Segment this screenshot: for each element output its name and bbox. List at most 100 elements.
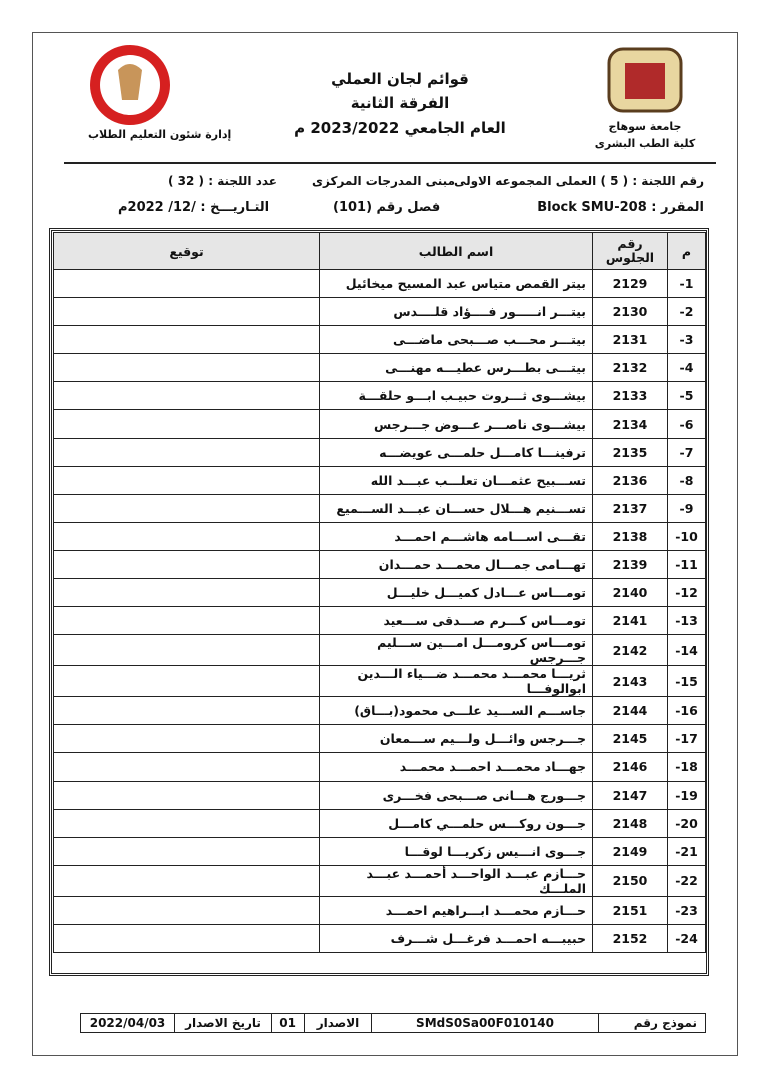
building: مبنى المدرجات المركزى	[312, 174, 456, 188]
signature	[53, 634, 320, 667]
signature	[53, 836, 320, 866]
student-name: حـــازم محمـــد ابـــراهيم احمـــد	[319, 895, 593, 925]
course: المقرر : Block SMU-208	[537, 200, 704, 215]
student-name: تهـــامى جمـــال محمـــد حمـــدان	[319, 549, 593, 580]
col-header: م	[667, 232, 706, 270]
signature	[53, 437, 320, 467]
student-row: -17 2145 جـــرجس وائـــل ولـــيم ســـمعان	[53, 724, 706, 754]
seat-number: 2139	[592, 549, 668, 580]
title: قوائم لجان العملي	[331, 70, 469, 88]
student-name: تســـبيح عثمـــان تعلـــب عبـــد الله	[319, 465, 593, 495]
student-row: -2 2130 بيتـــر انـــــور فــــؤاد قلــــد…	[53, 297, 706, 327]
row-number: -12	[667, 578, 706, 608]
row-number: -21	[667, 836, 706, 866]
student-row: -23 2151 حـــازم محمـــد ابـــراهيم احمـــ…	[53, 895, 706, 925]
student-row: -12 2140 تومـــاس عـــادل كميـــل خليـــل	[53, 578, 706, 608]
header-row: م رقم الجلوس اسم الطالب توقيع	[53, 232, 706, 270]
row-number: -15	[667, 665, 706, 698]
signature	[53, 696, 320, 726]
issue-no: 01	[271, 1014, 304, 1032]
seat-number: 2140	[592, 578, 668, 608]
department: إدارة شئون التعليم الطلاب	[88, 128, 232, 141]
seat-number: 2130	[592, 297, 668, 327]
seat-number: 2150	[592, 864, 668, 897]
seat-number: 2146	[592, 752, 668, 782]
signature	[53, 752, 320, 782]
table-border	[49, 228, 709, 976]
student-name: جاســـم الســـيد علـــى محمود(بـــاق)	[319, 696, 593, 726]
divider	[64, 162, 716, 164]
student-row: -13 2141 تومـــاس كـــرم صـــدقى ســـعيد	[53, 606, 706, 636]
row-number: -23	[667, 895, 706, 925]
row-number: -18	[667, 752, 706, 782]
student-row: -24 2152 حبيبـــه احمـــد فرغـــل شـــرف	[53, 923, 706, 953]
signature	[53, 923, 320, 953]
signature	[53, 465, 320, 495]
form-label: نموذج رقم	[598, 1014, 705, 1032]
student-row: -10 2138 تقـــى اســـامه هاشـــم احمـــد	[53, 521, 706, 551]
student-name: بيشـــوى ثـــروت حبيـب ابـــو حلقـــة	[319, 381, 593, 411]
col-header: اسم الطالب	[319, 232, 593, 270]
logo-figure	[118, 64, 142, 100]
committee: رقم اللجنة : ( 5 ) العملى المجموعه الاول…	[453, 174, 704, 188]
committee-count: عدد اللجنة : ( 32 )	[168, 174, 277, 188]
signature	[53, 493, 320, 523]
student-name: جـــون روكـــس حلمـــي كامـــل	[319, 808, 593, 838]
faculty-logo	[90, 45, 170, 125]
seat-number: 2135	[592, 437, 668, 467]
student-row: -5 2133 بيشـــوى ثـــروت حبيـب ابـــو حلقـ…	[53, 381, 706, 411]
university: جامعة سوهاج	[608, 120, 682, 133]
student-row: -20 2148 جـــون روكـــس حلمـــي كامـــل	[53, 808, 706, 838]
student-row: -15 2143 ثريـــا محمـــد محمـــد ضـــياء ا…	[53, 665, 706, 698]
row-number: -22	[667, 864, 706, 897]
row-number: -9	[667, 493, 706, 523]
date: التـاريـــخ : /12/ 2022م	[118, 200, 270, 215]
row-number: -19	[667, 780, 706, 810]
row-number: -2	[667, 297, 706, 327]
signature	[53, 665, 320, 698]
row-number: -11	[667, 549, 706, 580]
student-row: -6 2134 بيشـــوى ناصـــر عـــوض جـــرجس	[53, 409, 706, 439]
signature	[53, 297, 320, 327]
student-row: -7 2135 ترفينـــا كامـــل حلمـــى عويضـــه	[53, 437, 706, 467]
logo-center	[625, 63, 665, 99]
row-number: -7	[667, 437, 706, 467]
row-number: -10	[667, 521, 706, 551]
seat-number: 2143	[592, 665, 668, 698]
col-header: رقم الجلوس	[592, 232, 668, 270]
seat-number: 2136	[592, 465, 668, 495]
student-name: جهـــاد محمـــد احمـــد محمـــد	[319, 752, 593, 782]
signature	[53, 864, 320, 897]
row-number: -6	[667, 409, 706, 439]
seat-number: 2142	[592, 634, 668, 667]
date-label: تاريخ الاصدار	[174, 1014, 271, 1032]
signature	[53, 578, 320, 608]
student-name: تومـــاس عـــادل كميـــل خليـــل	[319, 578, 593, 608]
seat-number: 2147	[592, 780, 668, 810]
student-name: حـــازم عبـــد الواحـــد أحمـــد عبـــد …	[319, 864, 593, 897]
row-number: -17	[667, 724, 706, 754]
student-name: بيشـــوى ناصـــر عـــوض جـــرجس	[319, 409, 593, 439]
footer: نموذج رقم SMdS0Sa00F010140 الاصدار 01 تا…	[80, 1013, 706, 1033]
signature	[53, 381, 320, 411]
row-number: -1	[667, 268, 706, 299]
seat-number: 2133	[592, 381, 668, 411]
student-name: تقـــى اســـامه هاشـــم احمـــد	[319, 521, 593, 551]
student-name: جـــورج هـــانى صـــبحى فخـــرى	[319, 780, 593, 810]
student-name: حبيبـــه احمـــد فرغـــل شـــرف	[319, 923, 593, 953]
frame	[32, 32, 738, 1056]
seat-number: 2132	[592, 353, 668, 383]
student-row: -9 2137 تســـنيم هـــلال حســـان عبـــد ال…	[53, 493, 706, 523]
students-table: م رقم الجلوس اسم الطالب توقيع -1 2129 بيتر…	[53, 232, 706, 953]
student-name: تســـنيم هـــلال حســـان عبـــد الســـمي…	[319, 493, 593, 523]
signature	[53, 409, 320, 439]
row-number: -14	[667, 634, 706, 667]
row-number: -24	[667, 923, 706, 953]
row-number: -5	[667, 381, 706, 411]
seat-number: 2138	[592, 521, 668, 551]
academic-year: العام الجامعي 2023/2022 م	[294, 119, 506, 137]
seat-number: 2149	[592, 836, 668, 866]
room: فصل رقم (101)	[333, 200, 441, 215]
table-body: -1 2129 بيتر القمص متياس عبد المسيح ميخائي…	[53, 268, 706, 953]
student-name: تومـــاس كـــرم صـــدقى ســـعيد	[319, 606, 593, 636]
